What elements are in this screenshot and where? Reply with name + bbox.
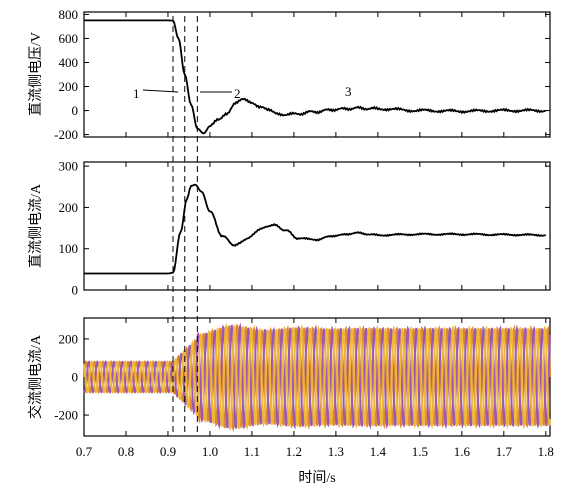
series-line (83, 323, 551, 433)
plot-frame-dc-voltage (83, 11, 551, 138)
y-tick-label: 300 (59, 159, 79, 174)
panel-dc-voltage: -200 0 200 400 600 800 直流侧电压/V (27, 7, 551, 142)
y-tick-label: 400 (59, 55, 79, 70)
y-tick-label: 600 (59, 31, 79, 46)
x-tick-label: 1.7 (496, 444, 513, 459)
series-line (83, 322, 551, 431)
plot-frame-dc-current (83, 161, 551, 291)
x-tick-label: 1.1 (244, 444, 260, 459)
x-tick-label: 1.6 (454, 444, 471, 459)
y-tick-label: 200 (59, 200, 79, 215)
event-2-label: 2 (234, 86, 241, 101)
series-ac-current (83, 322, 551, 433)
event-marker-lines (172, 16, 198, 436)
series-dc-voltage (84, 19, 547, 135)
x-tick-label: 1.4 (370, 444, 387, 459)
y-ticks-dc-current: 0 100 200 300 (59, 159, 550, 298)
y-tick-label: 800 (59, 7, 79, 22)
event-3-label: 3 (345, 84, 352, 99)
x-tick-label: 0.9 (160, 444, 176, 459)
y-tick-label: 0 (72, 370, 79, 385)
y-tick-label: 0 (72, 283, 79, 298)
y-tick-label: 100 (59, 241, 79, 256)
x-axis-ticks: 0.7 0.8 0.9 1.0 1.1 1.2 1.3 1.4 1.5 1.6 1.7 1.8 (76, 444, 554, 459)
x-tick-label: 1.0 (202, 444, 218, 459)
y-axis-title-dc-current: 直流侧电流/A (27, 183, 44, 268)
event-1-leader (142, 89, 179, 93)
panel-dc-current: 0 100 200 300 直流侧电流/A (27, 159, 551, 298)
panel-ac-current: -200 0 200 交流侧电流/A (27, 317, 551, 437)
y-ticks-dc-voltage: -200 0 200 400 600 800 (54, 7, 550, 142)
x-tick-label: 0.8 (118, 444, 134, 459)
x-tick-label: 1.2 (286, 444, 302, 459)
x-tick-label: 0.7 (76, 444, 93, 459)
y-tick-label: -200 (54, 127, 78, 142)
event-marker-labels: 1 2 3 (133, 84, 352, 101)
y-tick-label: -200 (54, 408, 78, 423)
series-line (84, 19, 547, 135)
y-tick-label: 200 (59, 79, 79, 94)
x-tick-label: 1.3 (328, 444, 344, 459)
y-axis-title-ac-current: 交流侧电流/A (27, 334, 44, 419)
series-line (84, 183, 547, 275)
y-tick-label: 200 (59, 331, 79, 346)
x-tick-label: 1.8 (538, 444, 554, 459)
series-dc-current (84, 183, 547, 275)
y-tick-label: 0 (72, 103, 79, 118)
y-axis-title-dc-voltage: 直流侧电压/V (27, 32, 44, 116)
event-1-label: 1 (133, 86, 140, 101)
x-axis-title: 时间/s (298, 470, 335, 486)
x-tick-label: 1.5 (412, 444, 428, 459)
